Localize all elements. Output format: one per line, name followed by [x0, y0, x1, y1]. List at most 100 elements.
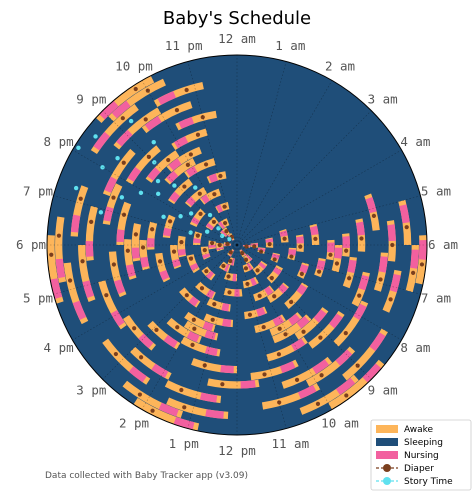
nursing-segment [389, 274, 401, 293]
story-time-point [188, 211, 194, 216]
nursing-segment [82, 280, 95, 299]
nursing-segment [116, 129, 133, 147]
story-time-point [93, 134, 98, 139]
hour-tick-label: 12 am [218, 31, 256, 46]
nursing-segment [246, 262, 253, 271]
diaper-point [316, 269, 322, 274]
hour-tick-label: 1 pm [169, 436, 199, 451]
nursing-segment [264, 286, 274, 296]
nursing-segment [205, 409, 224, 419]
hour-tick-label: 12 pm [218, 443, 256, 458]
nursing-segment [220, 364, 234, 374]
hour-tick-label: 3 pm [76, 383, 106, 398]
nursing-segment [329, 313, 343, 329]
story-time-point [151, 139, 156, 145]
nursing-segment [342, 236, 350, 248]
day-ring [216, 227, 258, 266]
hour-gridline [236, 149, 402, 246]
diaper-point [298, 244, 303, 249]
day-ring [170, 187, 304, 312]
nursing-segment [220, 230, 228, 237]
nursing-segment [334, 247, 343, 259]
nursing-segment [312, 359, 330, 374]
diaper-point [225, 241, 230, 247]
diaper-point [184, 293, 189, 298]
day-ring [98, 148, 380, 389]
nursing-segment [265, 238, 274, 243]
diaper-point [299, 271, 304, 276]
day-ring [223, 233, 251, 258]
story-time-point [172, 183, 177, 188]
nursing-segment [168, 158, 182, 171]
day-ring [200, 216, 274, 282]
nursing-segment [173, 136, 189, 149]
day-ring [70, 82, 402, 410]
nursing-segment [271, 253, 280, 260]
chart-title: Baby's Schedule [163, 8, 311, 29]
legend-label: Story Time [404, 477, 453, 487]
nursing-segment [335, 349, 353, 366]
story-time-point [155, 191, 161, 197]
hour-gridline [187, 244, 238, 429]
nursing-segment [166, 170, 179, 183]
footer-note: Data collected with Baby Tracker app (v3… [45, 471, 248, 481]
hour-gridline [72, 149, 238, 246]
nursing-segment [353, 303, 367, 321]
diaper-point [190, 342, 195, 347]
diaper-point [175, 325, 180, 330]
hour-tick-label: 4 am [400, 134, 430, 149]
nursing-segment [231, 258, 235, 266]
diaper-point [301, 329, 306, 334]
nursing-segment [256, 307, 266, 317]
hour-tick-label: 5 am [421, 184, 451, 199]
diaper-point [276, 352, 282, 357]
nursing-segment [163, 334, 178, 348]
nursing-segment [147, 237, 155, 248]
diaper-point [289, 254, 294, 259]
nursing-segment [358, 275, 370, 291]
nursing-segment [128, 366, 147, 383]
diaper-point [404, 225, 409, 230]
diaper-point [210, 317, 215, 322]
diaper-point [255, 268, 260, 273]
nursing-segment [327, 242, 335, 253]
day-ring [193, 202, 280, 289]
diaper-point [226, 274, 231, 279]
hour-gridline [102, 244, 238, 380]
nursing-segment [177, 249, 186, 256]
diaper-point [277, 400, 282, 405]
nursing-segment [178, 116, 195, 129]
diaper-point [313, 236, 318, 241]
diaper-point [167, 219, 173, 224]
nursing-segment [297, 385, 317, 399]
diaper-point [272, 257, 277, 262]
nursing-segment [171, 258, 181, 268]
nursing-segment [189, 263, 199, 271]
nursing-segment [193, 238, 201, 244]
diaper-point [78, 196, 83, 201]
nursing-segment [279, 361, 296, 374]
nursing-segment [418, 240, 427, 260]
nursing-segment [70, 214, 81, 233]
nursing-segment [410, 249, 419, 269]
nursing-segment [159, 270, 170, 281]
hour-labels: 12 am 1 am 2 am 3 am 4 am 5 am 6 am 7 am 8 am 9 a… [16, 31, 458, 458]
diaper-point [184, 87, 189, 93]
diaper-point [150, 227, 155, 232]
hour-gridline [236, 244, 372, 380]
diaper-point [318, 335, 323, 340]
day-ring [63, 104, 412, 420]
nursing-segment [240, 380, 256, 389]
story-time-point [193, 185, 198, 190]
story-time-point [115, 156, 120, 161]
hour-gridline [141, 80, 238, 246]
hour-tick-label: 5 pm [23, 290, 53, 305]
diaper-point [218, 173, 223, 179]
diaper-point [198, 211, 203, 216]
hour-gridline [236, 61, 287, 246]
diaper-point [137, 392, 142, 397]
story-time-point [119, 195, 125, 200]
hour-gridline [141, 244, 238, 410]
diaper-point [277, 326, 282, 331]
nursing-segment [224, 264, 230, 272]
